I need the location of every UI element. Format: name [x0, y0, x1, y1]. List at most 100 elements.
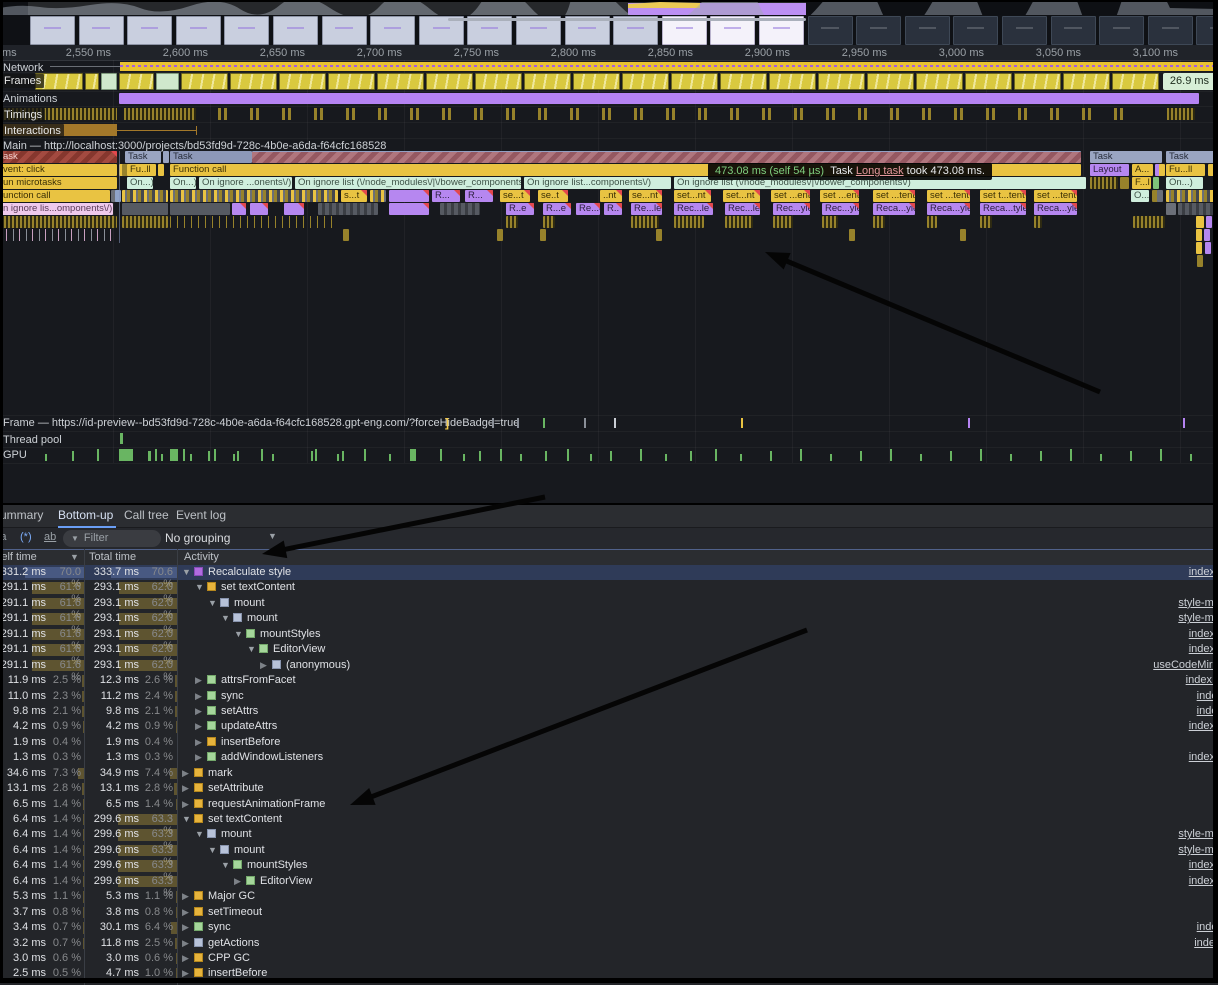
flame-block[interactable]: Rec...le [674, 203, 713, 215]
screenshot-thumbnail[interactable] [79, 16, 124, 45]
flame-block[interactable] [115, 190, 121, 202]
table-row[interactable]: 9.8 ms2.1 %9.8 ms2.1 %▶setAttrsindex. [0, 704, 1218, 719]
flame-block[interactable] [960, 229, 966, 241]
animation-span-bar[interactable] [119, 93, 1199, 104]
track-label-animations[interactable]: Animations [3, 93, 57, 105]
frame-block[interactable] [916, 73, 963, 90]
flame-block[interactable] [250, 203, 268, 215]
flame-block[interactable] [158, 164, 164, 176]
flame-block[interactable] [170, 216, 338, 228]
flame-block[interactable] [631, 216, 659, 228]
flame-block[interactable] [873, 216, 885, 228]
flame-block[interactable] [543, 216, 555, 228]
frame-block[interactable] [377, 73, 424, 90]
expand-caret-icon[interactable]: ▶ [195, 706, 207, 717]
frame-block[interactable] [328, 73, 375, 90]
flame-block[interactable]: Task [1166, 151, 1218, 163]
activity-label[interactable]: requestAnimationFrame [208, 798, 325, 810]
activity-label[interactable]: getActions [208, 937, 259, 949]
activity-label[interactable]: (anonymous) [286, 659, 350, 671]
expand-caret-icon[interactable]: ▶ [182, 907, 194, 918]
overview-window-handle[interactable] [448, 18, 806, 21]
flame-block[interactable]: set ...tent [1034, 190, 1077, 202]
expand-caret-icon[interactable]: ▶ [182, 891, 194, 902]
flame-block[interactable]: set ...ent [771, 190, 810, 202]
frame-track-header[interactable]: Frame — https://id-preview--bd53fd9d-728… [3, 417, 519, 429]
flame-block[interactable] [1196, 229, 1202, 241]
grouping-caret-icon[interactable]: ▼ [268, 531, 277, 541]
cpu-overview-strip[interactable] [0, 0, 1218, 15]
expand-caret-icon[interactable]: ▶ [182, 922, 194, 933]
flame-block[interactable] [540, 229, 546, 241]
frame-block[interactable] [622, 73, 669, 90]
expand-caret-icon[interactable]: ▶ [182, 783, 194, 794]
flame-block[interactable]: s...t [341, 190, 367, 202]
flame-block[interactable] [389, 190, 429, 202]
frame-block[interactable] [119, 73, 154, 90]
flame-block[interactable] [0, 216, 117, 228]
frame-block[interactable] [867, 73, 914, 90]
frame-block[interactable] [720, 73, 767, 90]
activity-label[interactable]: addWindowListeners [221, 751, 323, 763]
flame-block[interactable] [1197, 255, 1203, 267]
flame-block[interactable] [1166, 203, 1176, 215]
flame-block[interactable]: R...e [543, 203, 571, 215]
flame-block[interactable] [343, 229, 349, 241]
flame-block[interactable] [1196, 242, 1202, 254]
flame-block[interactable] [1159, 164, 1165, 176]
table-row[interactable]: 4.2 ms0.9 %4.2 ms0.9 %▶updateAttrsindex.… [0, 719, 1218, 734]
flame-block[interactable]: set ...ent [820, 190, 859, 202]
flame-block[interactable]: Task [1090, 151, 1162, 163]
flame-block[interactable] [1205, 242, 1211, 254]
flame-block[interactable]: Task [170, 151, 252, 163]
expand-caret-icon[interactable]: ▶ [260, 660, 272, 671]
flame-block[interactable] [1090, 177, 1118, 189]
collapse-caret-icon[interactable]: ▼ [234, 629, 246, 639]
frame-block[interactable] [181, 73, 228, 90]
collapse-caret-icon[interactable]: ▼ [208, 598, 220, 608]
flame-block[interactable] [163, 151, 169, 163]
activity-label[interactable]: mount [234, 844, 265, 856]
expand-caret-icon[interactable]: ▶ [182, 938, 194, 949]
screenshot-thumbnail[interactable] [856, 16, 901, 45]
filter-input[interactable]: ▼Filter [63, 530, 161, 547]
flame-block[interactable]: set...nt [674, 190, 711, 202]
flame-block[interactable] [122, 203, 168, 215]
flame-block[interactable]: O... [1131, 190, 1149, 202]
flame-block[interactable] [1034, 216, 1042, 228]
network-activity-band[interactable] [120, 62, 1218, 71]
expand-caret-icon[interactable]: ▶ [195, 691, 207, 702]
flame-block[interactable]: On ignore ...onents\/) [199, 177, 292, 189]
screenshot-thumbnail[interactable] [905, 16, 950, 45]
frame-block[interactable] [156, 73, 179, 90]
frame-block[interactable] [818, 73, 865, 90]
flame-block[interactable]: Fu...ll [1166, 164, 1205, 176]
screenshot-thumbnail[interactable] [176, 16, 221, 45]
frame-block[interactable] [475, 73, 522, 90]
collapse-caret-icon[interactable]: ▼ [247, 644, 259, 654]
flame-block[interactable] [506, 216, 518, 228]
activity-label[interactable]: updateAttrs [221, 720, 277, 732]
column-activity[interactable]: Activity [184, 551, 219, 563]
table-row[interactable]: 3.2 ms0.7 %11.8 ms2.5 %▶getActionsindex.… [0, 936, 1218, 951]
flame-block[interactable] [1178, 203, 1218, 215]
flame-block[interactable] [1133, 216, 1165, 228]
flame-block[interactable]: R... [432, 190, 460, 202]
column-self-time[interactable]: Self time [0, 551, 37, 563]
flame-block[interactable] [440, 203, 480, 215]
sort-caret-icon[interactable]: ▼ [70, 552, 79, 562]
grouping-select[interactable]: No grouping [165, 531, 230, 545]
flame-block[interactable]: Re...le [631, 203, 662, 215]
expand-caret-icon[interactable]: ▶ [182, 799, 194, 810]
activity-label[interactable]: insertBefore [221, 736, 280, 748]
frame-block[interactable] [1112, 73, 1159, 90]
activity-label[interactable]: setAttrs [221, 705, 258, 717]
flame-block[interactable] [1204, 229, 1210, 241]
